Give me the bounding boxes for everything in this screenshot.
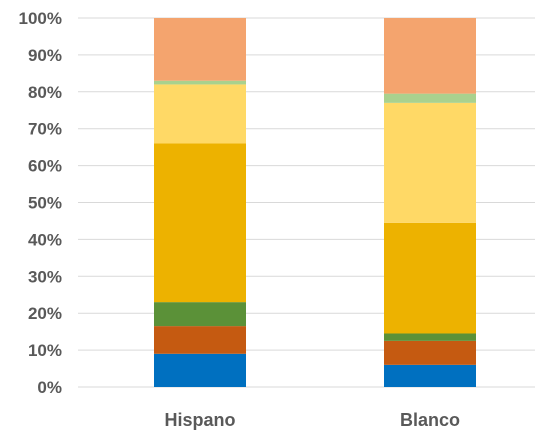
bars <box>154 18 476 387</box>
y-tick-label: 90% <box>28 46 62 65</box>
bar-segment-blanco-7 <box>384 18 476 94</box>
bar-segment-hispano-7 <box>154 18 246 81</box>
x-category-label: Hispano <box>164 410 235 430</box>
y-tick-label: 60% <box>28 157 62 176</box>
y-tick-label: 30% <box>28 267 62 286</box>
y-tick-label: 50% <box>28 194 62 213</box>
x-category-label: Blanco <box>400 410 460 430</box>
bar-segment-blanco-3 <box>384 333 476 341</box>
bar-segment-blanco-6 <box>384 93 476 103</box>
y-axis-tick-labels: 0% 10% 20% 30% 40% 50% 60% 70% 80% 90% 100% <box>19 9 62 397</box>
y-tick-label: 80% <box>28 83 62 102</box>
bar-segment-blanco-5 <box>384 102 476 223</box>
y-tick-label: 40% <box>28 230 62 249</box>
y-tick-label: 100% <box>19 9 62 28</box>
bar-segment-hispano-3 <box>154 302 246 327</box>
bar-segment-blanco-1 <box>384 364 476 387</box>
y-tick-label: 10% <box>28 341 62 360</box>
bar-segment-hispano-2 <box>154 326 246 354</box>
y-tick-label: 20% <box>28 304 62 323</box>
bar-segment-blanco-2 <box>384 340 476 365</box>
bar-segment-hispano-6 <box>154 80 246 85</box>
x-axis-category-labels: Hispano Blanco <box>164 410 460 430</box>
bar-segment-hispano-1 <box>154 353 246 387</box>
y-tick-label: 0% <box>37 378 62 397</box>
bar-segment-hispano-5 <box>154 84 246 144</box>
bar-segment-hispano-4 <box>154 143 246 303</box>
y-tick-label: 70% <box>28 120 62 139</box>
bar-segment-blanco-4 <box>384 222 476 334</box>
